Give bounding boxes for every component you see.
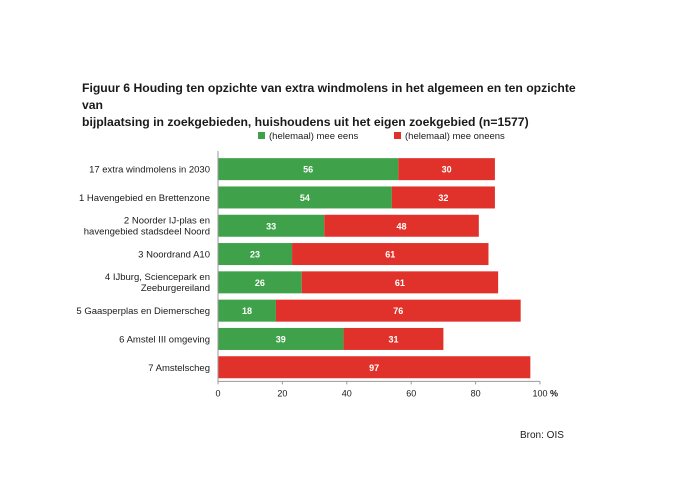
data-label: 56: [303, 165, 313, 175]
legend-label-2: (helemaal) mee oneens: [405, 131, 505, 142]
category-label: 7 Amstelscheg: [148, 363, 210, 374]
legend-swatch-1: [258, 132, 265, 139]
bar-segment: [324, 214, 479, 237]
data-label: 30: [442, 165, 452, 175]
bar-segment: [218, 271, 302, 294]
legend-label-1: (helemaal) mee eens: [269, 131, 358, 142]
x-tick-label: 100: [532, 388, 547, 398]
category-label-line: havengebied stadsdeel Noord: [84, 226, 210, 237]
bar-segment: [218, 158, 399, 181]
bar-segment: [218, 214, 325, 237]
x-tick-label: 0: [215, 388, 220, 398]
x-tick-label: 80: [471, 388, 481, 398]
category-label: 5 Gaasperplas en Diemerscheg: [76, 306, 210, 317]
data-label: 61: [395, 278, 405, 288]
category-label: 4 IJburg, Sciencepark en Zeeburgereiland: [105, 272, 210, 294]
bar-segment: [218, 299, 276, 322]
data-label: 18: [242, 306, 252, 316]
data-label: 31: [388, 334, 398, 344]
title-part-2: molens in het algemeen: [345, 81, 484, 95]
category-label: 1 Havengebied en Brettenzone: [79, 193, 210, 204]
data-label: 76: [393, 306, 403, 316]
figure-title: Figuur 6 Houding ten opzichte van extra …: [82, 80, 582, 131]
bar-segment: [398, 158, 495, 181]
data-label: 33: [266, 221, 276, 231]
bar-segment: [292, 243, 489, 266]
data-label: 23: [250, 250, 260, 260]
x-axis-unit: %: [550, 388, 558, 398]
bar-segment: [218, 356, 531, 379]
category-label: 6 Amstel III omgeving: [119, 334, 210, 345]
bar-segment: [275, 299, 521, 322]
bar-segment: [301, 271, 499, 294]
x-tick-label: 60: [406, 388, 416, 398]
title-part-5: zoekgebied (n=1577): [405, 115, 529, 129]
x-tick-label: 40: [342, 388, 352, 398]
source-note: Bron: OIS: [520, 430, 564, 441]
bar-segment: [391, 186, 495, 209]
category-label: 2 Noorder IJ-plas en havengebied stadsdee…: [84, 215, 210, 237]
data-label: 54: [300, 193, 310, 203]
data-label: 39: [276, 334, 286, 344]
data-label: 61: [385, 250, 395, 260]
bar-segment: [218, 243, 293, 266]
category-label: 17 extra windmolens in 2030: [89, 165, 210, 176]
bar-segment: [218, 327, 344, 350]
data-label: 97: [369, 363, 379, 373]
title-part-1: Figuur 6 Houding ten opzichte van extra …: [82, 81, 346, 95]
legend-swatch-2: [394, 132, 401, 139]
bar-segment: [218, 186, 392, 209]
category-label-line: 2 Noorder IJ-plas en: [124, 215, 210, 226]
category-label-line: 4 IJburg, Sciencepark en: [105, 272, 210, 283]
title-part-3: en ten opzichte van: [82, 81, 576, 112]
title-part-4: bijplaatsing in zoekgebieden, huishouden…: [82, 115, 406, 129]
data-label: 32: [438, 193, 448, 203]
category-label-line: Zeeburgereiland: [141, 283, 210, 294]
data-label: 26: [255, 278, 265, 288]
data-label: 48: [397, 221, 407, 231]
x-tick-label: 20: [277, 388, 287, 398]
bar-segment: [343, 327, 444, 350]
category-label: 3 Noordrand A10: [138, 250, 210, 261]
